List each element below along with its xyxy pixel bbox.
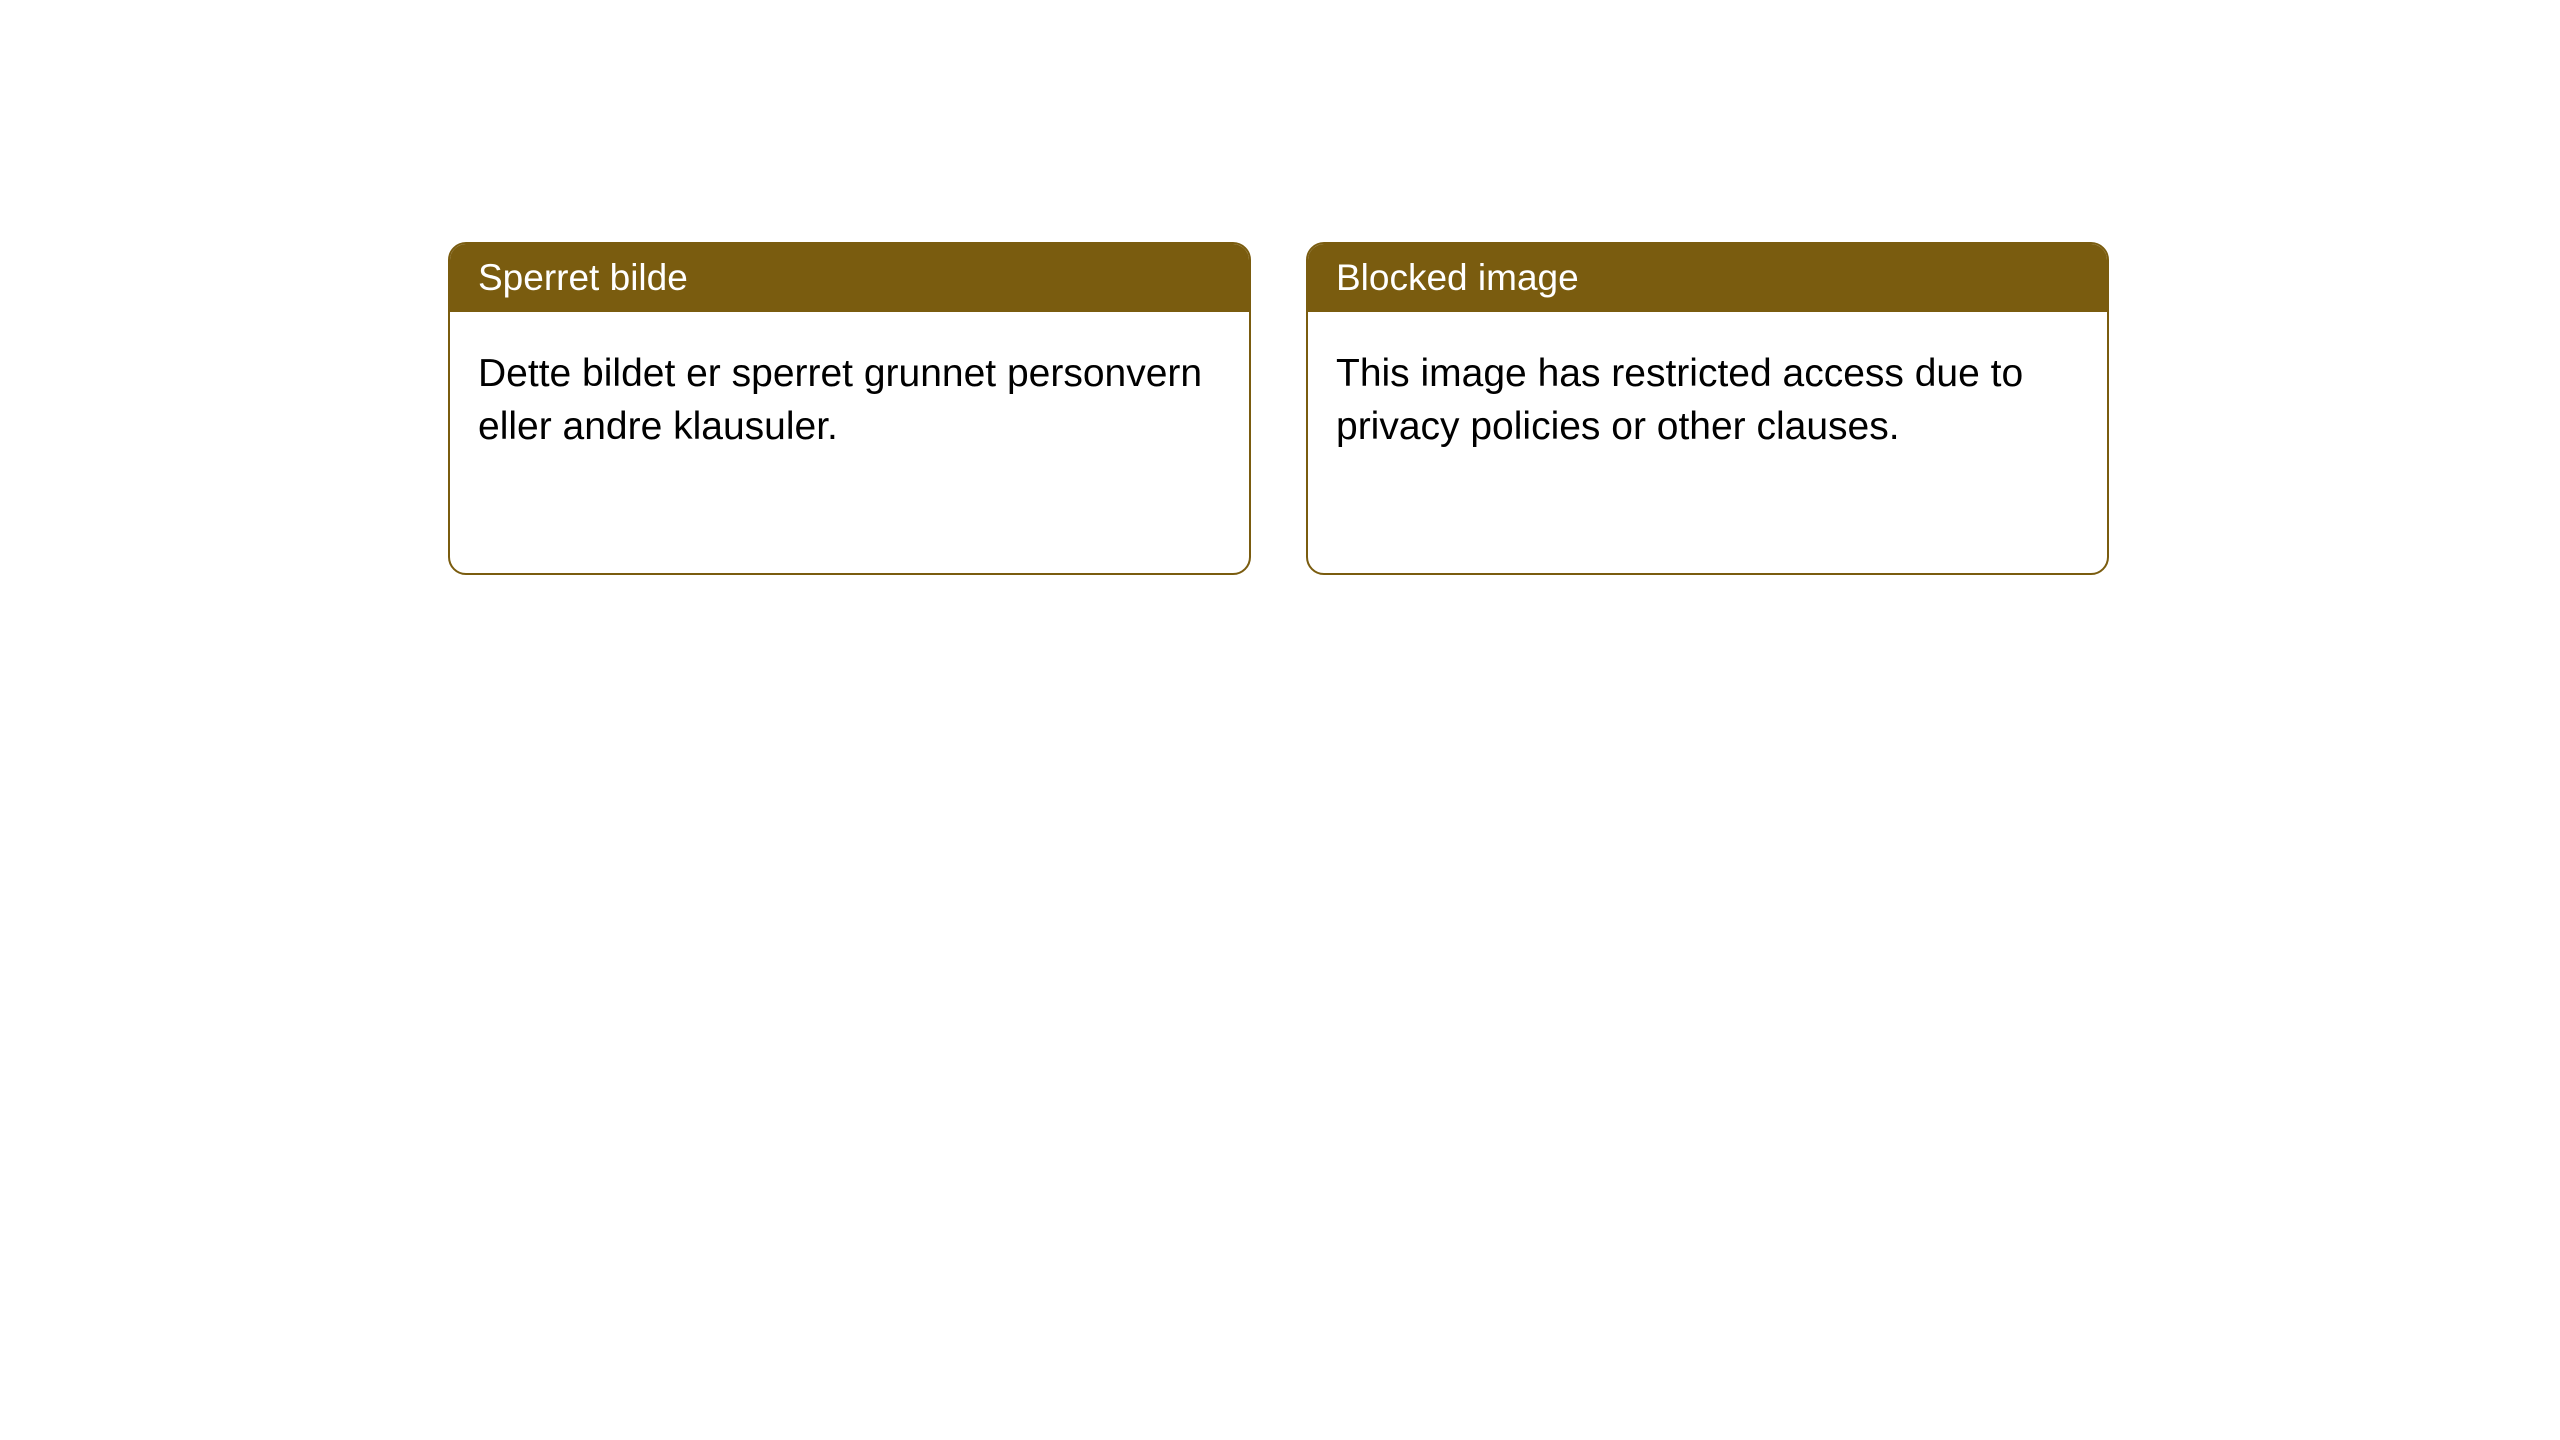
notice-body-no: Dette bildet er sperret grunnet personve… [450,312,1249,489]
notice-card-no: Sperret bilde Dette bildet er sperret gr… [448,242,1251,575]
notice-container: Sperret bilde Dette bildet er sperret gr… [0,0,2560,575]
notice-header-no: Sperret bilde [450,244,1249,312]
notice-header-en: Blocked image [1308,244,2107,312]
notice-body-en: This image has restricted access due to … [1308,312,2107,489]
notice-card-en: Blocked image This image has restricted … [1306,242,2109,575]
